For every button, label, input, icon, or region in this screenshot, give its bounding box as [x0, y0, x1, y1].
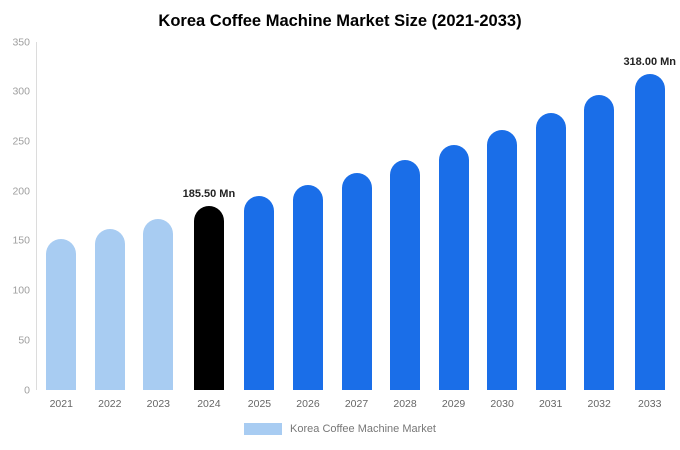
y-tick-label: 200 [12, 184, 30, 197]
x-tick-label: 2033 [638, 398, 662, 410]
legend: Korea Coffee Machine Market [0, 423, 680, 435]
x-tick-label: 2021 [49, 398, 73, 410]
bar-column: 185.50 Mn 2024 [182, 42, 236, 410]
y-tick-label: 100 [12, 284, 30, 297]
bar-2027 [341, 173, 372, 390]
bar-2030 [487, 129, 518, 390]
legend-swatch [244, 423, 283, 435]
bar-column: 2030 [478, 42, 527, 410]
bar-value-label: 318.00 Mn [623, 55, 677, 68]
x-tick-label: 2023 [146, 398, 170, 410]
x-tick-label: 2025 [247, 398, 272, 410]
bar-column: 2029 [429, 42, 478, 410]
y-tick-label: 250 [12, 135, 30, 148]
y-tick-label: 150 [12, 234, 30, 247]
legend-label: Korea Coffee Machine Market [290, 423, 436, 435]
bar-2021 [46, 238, 77, 390]
bar-value-label: 185.50 Mn [182, 187, 236, 200]
x-tick-label: 2027 [344, 398, 369, 410]
bar-2029 [438, 145, 469, 390]
bar-2031 [535, 112, 566, 390]
bar-2028 [390, 160, 421, 390]
y-tick-label: 0 [24, 383, 30, 396]
y-tick-label: 50 [18, 334, 30, 347]
bar-2023 [143, 218, 174, 390]
bar-2022 [94, 228, 125, 390]
bar-2024 [193, 205, 224, 390]
x-tick-label: 2026 [296, 398, 320, 410]
x-tick-label: 2031 [538, 398, 563, 410]
plot-area: 0 50 100 150 200 250 300 350 2021 2022 2023 185.50… [0, 37, 680, 410]
y-tick-label: 350 [12, 35, 30, 48]
x-tick-label: 2030 [490, 398, 514, 410]
bar-2033 [634, 73, 665, 390]
x-tick-label: 2022 [98, 398, 122, 410]
bar-column: 2031 [526, 42, 575, 410]
chart-title: Korea Coffee Machine Market Size (2021-2… [158, 12, 522, 30]
bar-2032 [584, 94, 615, 390]
bar-2025 [244, 196, 275, 390]
bar-column: 2021 [37, 42, 86, 410]
y-tick-label: 300 [12, 85, 30, 98]
bar-column: 2027 [332, 42, 381, 410]
bar-2026 [292, 185, 323, 390]
bar-column: 2028 [381, 42, 430, 410]
bar-column: 2026 [284, 42, 333, 410]
y-axis: 0 50 100 150 200 250 300 350 [0, 37, 30, 395]
bar-column: 2032 [575, 42, 624, 410]
x-tick-label: 2032 [587, 398, 611, 410]
bar-column: 2022 [86, 42, 135, 410]
bar-column: 318.00 Mn 2033 [623, 42, 677, 410]
bar-column: 2025 [235, 42, 284, 410]
bar-column: 2023 [134, 42, 183, 410]
x-tick-label: 2029 [441, 398, 466, 410]
bars-container: 2021 2022 2023 185.50 Mn 2024 2025 2026 2027 202… [36, 42, 677, 410]
x-tick-label: 2024 [197, 398, 221, 410]
x-tick-label: 2028 [393, 398, 417, 410]
